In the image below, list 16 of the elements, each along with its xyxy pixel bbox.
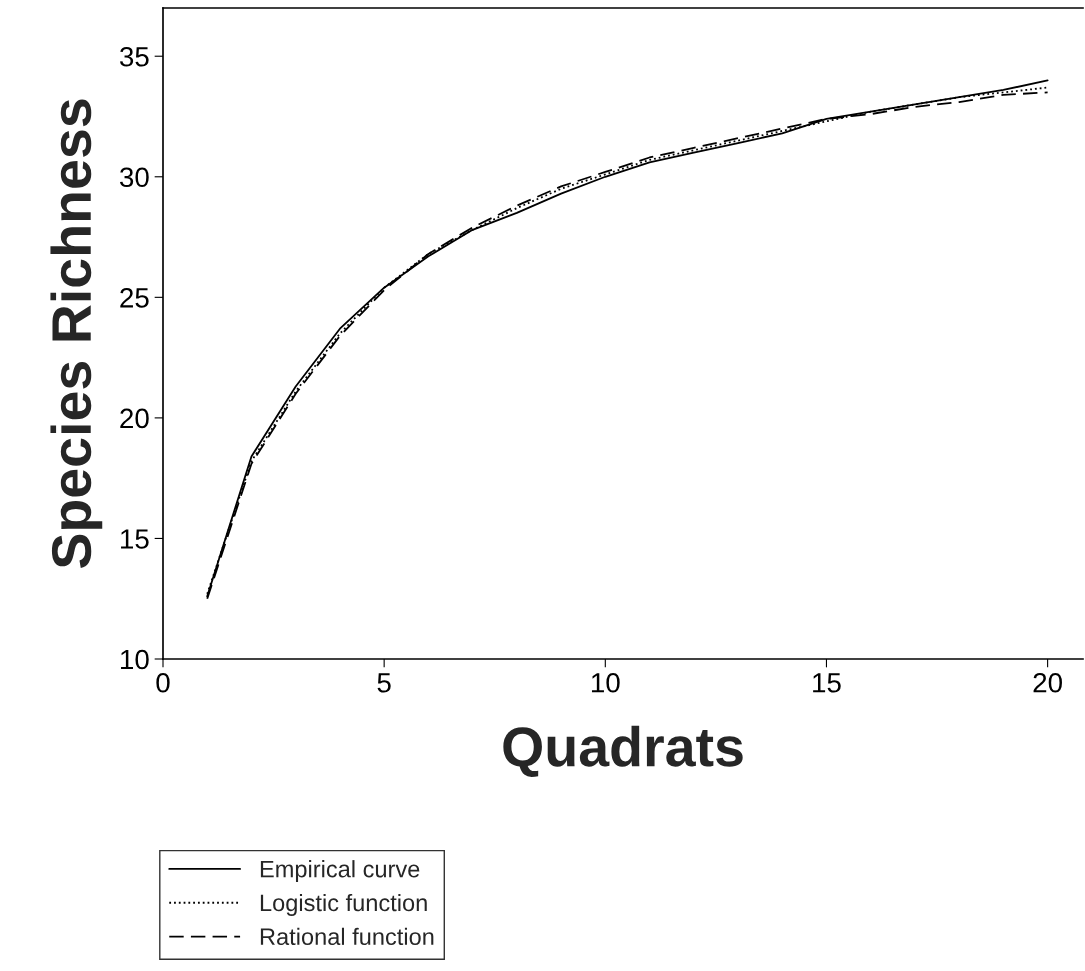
y-tick-label: 25 <box>120 288 149 308</box>
y-tick-label: 35 <box>119 46 149 67</box>
y-tick-label: 10 <box>121 649 149 670</box>
x-tick-label: 0 <box>156 672 170 693</box>
x-tick-label: 20 <box>1033 672 1062 693</box>
legend-label: Logistic function <box>260 893 427 916</box>
y-tick-label: 20 <box>120 408 149 429</box>
x-tick-label: 5 <box>377 673 391 693</box>
y-tick-label: 15 <box>121 529 149 549</box>
x-tick-label: 15 <box>813 673 841 693</box>
y-tick-label: 30 <box>119 167 149 188</box>
x-tick-label: 10 <box>591 672 620 693</box>
x-axis-title: Quadrats <box>503 725 743 778</box>
y-axis-title: Species Richness <box>50 99 103 569</box>
legend-label: Rational function <box>260 927 434 946</box>
legend-label: Empirical curve <box>260 860 420 883</box>
